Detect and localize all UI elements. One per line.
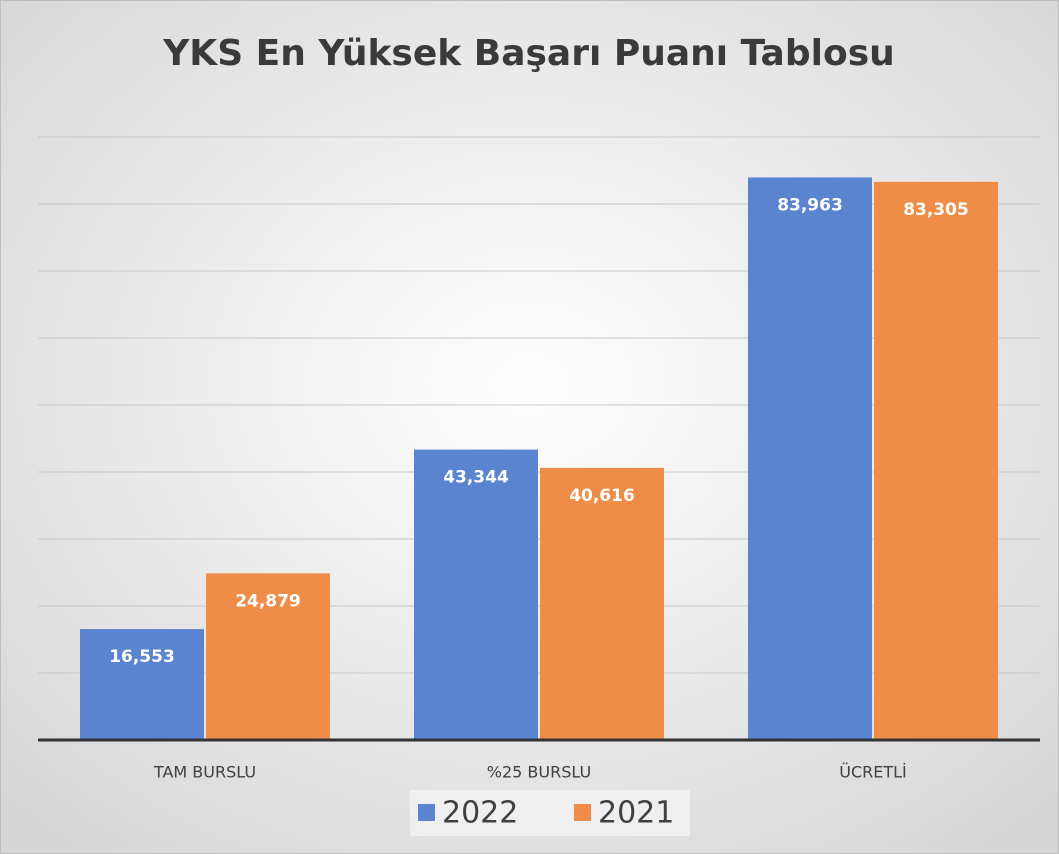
data-label: 24,879 [235,591,301,611]
legend-label: 2022 [442,796,518,831]
x-tick-label: TAM BURSLU [153,763,256,782]
bar [80,629,204,740]
legend-swatch [574,804,591,821]
data-label: 83,305 [903,200,969,220]
chart-title: YKS En Yüksek Başarı Puanı Tablosu [162,33,895,74]
bar [206,573,330,740]
bar [874,181,998,740]
data-label: 40,616 [569,486,635,506]
data-label: 83,963 [777,195,843,215]
legend-label: 2021 [598,796,674,831]
data-label: 43,344 [443,468,509,488]
data-label: 16,553 [109,647,175,667]
legend-background [410,790,690,836]
x-tick-label: ÜCRETLİ [839,763,907,782]
legend-swatch [418,804,435,821]
x-tick-label: %25 BURSLU [487,763,591,782]
bar [540,467,664,740]
bar [414,449,538,740]
bar [748,177,872,741]
